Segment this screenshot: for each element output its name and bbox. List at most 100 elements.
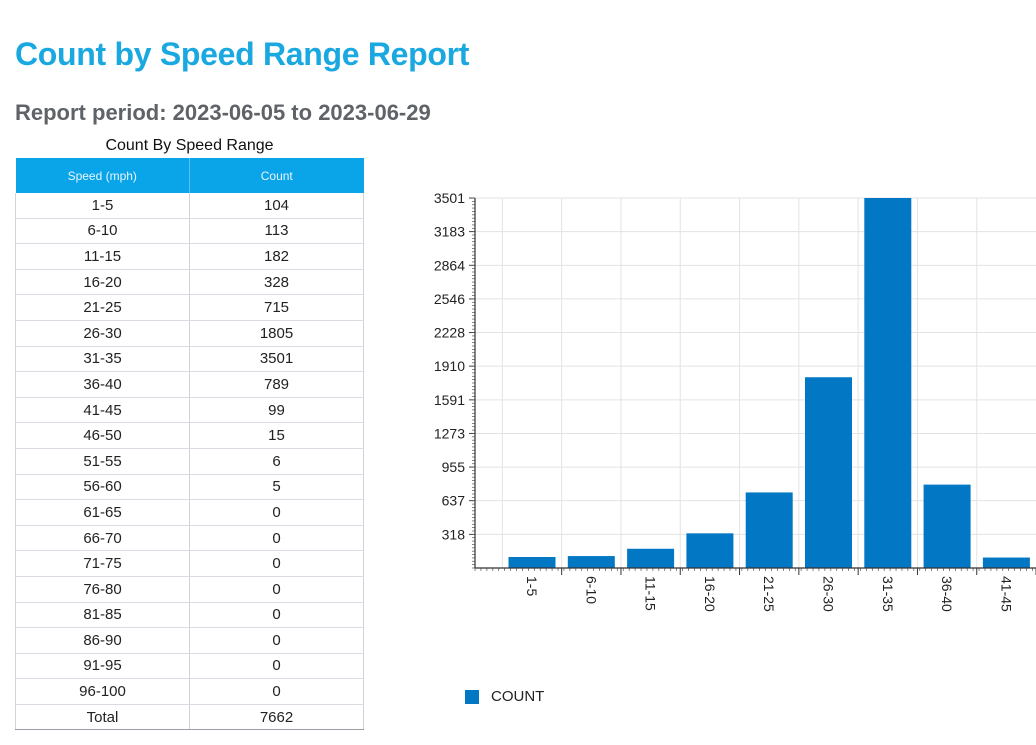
speed-range-cell: 91-95 xyxy=(15,653,190,680)
x-tick-label: 6-10 xyxy=(583,576,599,604)
speed-range-cell: 21-25 xyxy=(15,294,190,321)
bar-1-5 xyxy=(508,557,556,568)
speed-range-cell: 31-35 xyxy=(15,346,190,373)
column-header-count: Count xyxy=(189,158,364,193)
count-cell: 5 xyxy=(189,474,364,501)
bar-26-30 xyxy=(805,377,852,568)
speed-range-cell: 81-85 xyxy=(15,602,190,629)
speed-range-cell: 26-30 xyxy=(15,320,190,347)
count-cell: 0 xyxy=(189,550,364,577)
x-tick-label: 26-30 xyxy=(821,576,837,612)
speed-range-cell: 11-15 xyxy=(15,243,190,270)
speed-range-cell: 66-70 xyxy=(15,525,190,552)
table-row: 31-35 3501 xyxy=(15,346,364,373)
y-tick-label: 2864 xyxy=(434,257,465,273)
speed-range-cell: 56-60 xyxy=(15,474,190,501)
count-cell: 0 xyxy=(189,653,364,680)
table-row: 71-75 0 xyxy=(15,550,364,577)
table-row: 81-85 0 xyxy=(15,602,364,629)
count-cell: 113 xyxy=(189,218,364,245)
count-cell: 6 xyxy=(189,448,364,475)
count-cell: 0 xyxy=(189,627,364,654)
x-tick-label: 41-45 xyxy=(998,576,1014,612)
table-row: 41-45 99 xyxy=(15,397,364,424)
table-row: 51-55 6 xyxy=(15,448,364,475)
count-cell: 0 xyxy=(189,576,364,603)
report-title: Count by Speed Range Report xyxy=(15,36,470,72)
count-cell: 3501 xyxy=(189,346,364,373)
table-row: 76-80 0 xyxy=(15,576,364,603)
table-row: 46-50 15 xyxy=(15,422,364,449)
table-row: 91-95 0 xyxy=(15,653,364,680)
x-tick-label: 36-40 xyxy=(939,576,955,612)
column-header-speed: Speed (mph) xyxy=(15,158,190,193)
y-tick-label: 955 xyxy=(442,459,466,475)
y-tick-label: 318 xyxy=(442,526,466,542)
bar-41-45 xyxy=(982,557,1030,568)
y-tick-label: 3183 xyxy=(434,224,465,240)
table-total-row: Total 7662 xyxy=(15,704,364,731)
speed-range-cell: 36-40 xyxy=(15,371,190,398)
y-tick-label: 3501 xyxy=(434,190,465,206)
table-row: 1-5 104 xyxy=(15,193,364,219)
speed-range-cell: 16-20 xyxy=(15,269,190,296)
table-row: 21-25 715 xyxy=(15,294,364,321)
count-cell: 789 xyxy=(189,371,364,398)
table-row: 6-10 113 xyxy=(15,218,364,245)
x-tick-label: 21-25 xyxy=(761,576,777,612)
count-cell: 15 xyxy=(189,422,364,449)
chart-axes xyxy=(469,197,1036,575)
speed-range-cell: 86-90 xyxy=(15,627,190,654)
speed-range-cell: 46-50 xyxy=(15,422,190,449)
table-row: 96-100 0 xyxy=(15,678,364,705)
table-body: 1-5 104 6-10 113 11-15 182 16-20 328 21-25 715 26-… xyxy=(15,193,364,731)
legend-label-count: COUNT xyxy=(491,688,545,705)
x-tick-label: 1-5 xyxy=(524,576,540,596)
bar-31-35 xyxy=(864,198,912,568)
count-cell: 0 xyxy=(189,602,364,629)
chart-bars xyxy=(508,198,1030,568)
table-row: 36-40 789 xyxy=(15,371,364,398)
table-row: 11-15 182 xyxy=(15,243,364,270)
count-cell: 0 xyxy=(189,499,364,526)
count-cell: 328 xyxy=(189,269,364,296)
y-tick-label: 1273 xyxy=(434,425,465,441)
speed-range-cell: 71-75 xyxy=(15,550,190,577)
legend-swatch-count xyxy=(465,689,479,704)
x-tick-label: 11-15 xyxy=(643,576,659,611)
x-tick-label: 31-35 xyxy=(880,576,896,612)
x-tick-label: 16-20 xyxy=(702,576,718,612)
bar-21-25 xyxy=(745,492,793,568)
table-header-row: Speed (mph) Count xyxy=(15,158,364,193)
total-label-cell: Total xyxy=(15,704,190,731)
speed-range-cell: 61-65 xyxy=(15,499,190,526)
y-tick-label: 1910 xyxy=(434,358,465,374)
bar-16-20 xyxy=(686,533,734,568)
count-cell: 0 xyxy=(189,678,364,705)
chart-legend: COUNT xyxy=(465,688,544,705)
bar-11-15 xyxy=(627,548,675,568)
speed-range-cell: 96-100 xyxy=(15,678,190,705)
total-count-cell: 7662 xyxy=(189,704,364,731)
bar-36-40 xyxy=(923,484,971,568)
y-tick-label: 1591 xyxy=(434,392,465,408)
table-caption: Count By Speed Range xyxy=(105,137,274,154)
count-cell: 99 xyxy=(189,397,364,424)
speed-range-table: Speed (mph) Count 1-5 104 6-10 113 11-15 182 1… xyxy=(15,158,364,731)
speed-range-cell: 1-5 xyxy=(15,193,190,219)
count-cell: 104 xyxy=(189,193,364,219)
speed-range-cell: 76-80 xyxy=(15,576,190,603)
count-cell: 0 xyxy=(189,525,364,552)
count-cell: 715 xyxy=(189,294,364,321)
table-row: 66-70 0 xyxy=(15,525,364,552)
speed-range-cell: 6-10 xyxy=(15,218,190,245)
table-row: 86-90 0 xyxy=(15,627,364,654)
table-row: 26-30 1805 xyxy=(15,320,364,347)
chart-tick-labels: 318 637 955 1273 1591 1910 2228 2546 2864 3183 350… xyxy=(434,190,1015,612)
count-cell: 182 xyxy=(189,243,364,270)
count-cell: 1805 xyxy=(189,320,364,347)
report-period: Report period: 2023-06-05 to 2023-06-29 xyxy=(15,100,431,125)
table-row: 61-65 0 xyxy=(15,499,364,526)
y-tick-label: 2228 xyxy=(434,325,465,341)
